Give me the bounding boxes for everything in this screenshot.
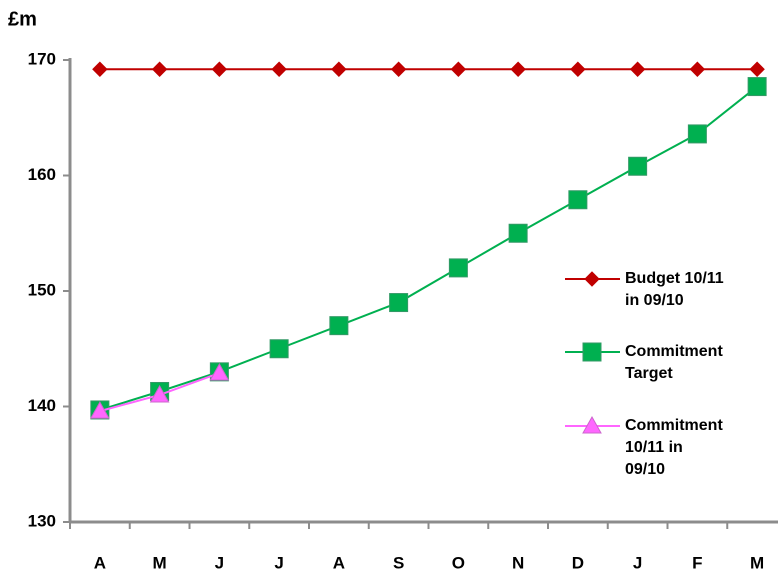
data-point — [390, 61, 407, 77]
x-tick-label: O — [452, 553, 465, 572]
x-tick-label: A — [333, 553, 345, 572]
data-point — [687, 124, 707, 144]
x-tick-label: N — [512, 553, 524, 572]
data-point — [747, 77, 767, 97]
y-tick-label: 170 — [28, 49, 56, 68]
data-point — [389, 293, 409, 313]
x-tick-label: S — [393, 553, 404, 572]
x-tick-label: F — [692, 553, 702, 572]
legend-label: Commitment 10/11 in 09/10 — [625, 417, 723, 478]
data-point — [149, 384, 170, 403]
data-point — [450, 61, 467, 77]
data-point — [209, 362, 230, 381]
chart-title: £m — [8, 8, 37, 30]
data-point — [151, 61, 168, 77]
x-tick-label: A — [94, 553, 106, 572]
x-tick-label: M — [153, 553, 167, 572]
y-tick-label: 160 — [28, 165, 56, 184]
x-tick-label: J — [215, 553, 224, 572]
data-point — [448, 258, 468, 278]
data-point — [628, 156, 648, 176]
data-point — [568, 190, 588, 210]
legend-marker — [582, 415, 602, 434]
data-point — [331, 61, 347, 77]
x-tick-label: D — [572, 553, 584, 572]
data-point — [510, 61, 526, 77]
data-point — [271, 61, 287, 77]
x-tick-label: J — [633, 553, 642, 572]
data-point — [508, 223, 528, 243]
data-point — [211, 61, 228, 77]
legend-marker — [584, 271, 600, 287]
data-point — [90, 401, 110, 419]
legend-marker — [582, 342, 602, 362]
data-point — [689, 61, 706, 77]
legend-label: Commitment Target — [625, 343, 723, 382]
data-point — [749, 61, 765, 77]
series-line — [99, 85, 758, 411]
y-tick-label: 150 — [28, 280, 56, 299]
y-tick-label: 140 — [28, 396, 56, 415]
legend-label: Budget 10/11 in 09/10 — [625, 270, 724, 309]
data-point — [269, 339, 289, 359]
x-tick-label: J — [274, 553, 283, 572]
y-tick-label: 130 — [28, 511, 56, 530]
data-point — [92, 61, 108, 77]
x-tick-label: M — [750, 553, 764, 572]
data-point — [570, 61, 586, 77]
data-point — [629, 61, 646, 77]
data-point — [329, 316, 349, 336]
